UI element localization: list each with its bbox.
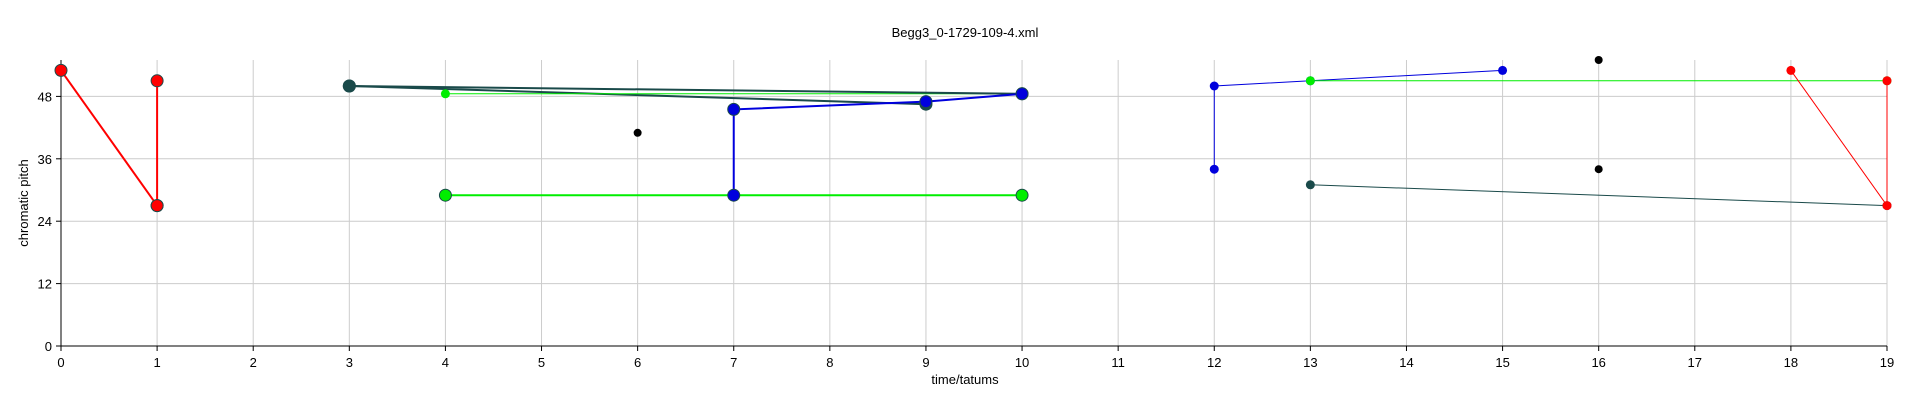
series-point — [150, 74, 164, 88]
series-points — [54, 56, 1892, 213]
series-point — [1882, 76, 1892, 86]
y-tick-label: 0 — [45, 339, 52, 354]
y-axis-label: chromatic pitch — [16, 159, 31, 246]
series-line — [349, 85, 1023, 95]
series-point — [1015, 188, 1029, 202]
series-point — [1498, 65, 1508, 75]
series-point — [1786, 65, 1796, 75]
y-tick-label: 36 — [38, 152, 52, 167]
y-tick-label: 12 — [38, 277, 52, 292]
series-line — [1310, 184, 1888, 207]
isolated-point — [633, 128, 642, 137]
x-tick-label: 15 — [1495, 355, 1509, 370]
x-tick-label: 5 — [538, 355, 545, 370]
x-tick-label: 11 — [1111, 355, 1125, 370]
y-tick-label: 24 — [38, 214, 52, 229]
series-point — [1882, 201, 1892, 211]
x-tick-label: 2 — [250, 355, 257, 370]
grid-layer — [60, 60, 1888, 347]
isolated-point — [1594, 165, 1603, 174]
x-tick-label: 16 — [1591, 355, 1605, 370]
chart-title: Begg3_0-1729-109-4.xml — [892, 25, 1039, 40]
series-line — [732, 92, 1023, 196]
series-line — [1213, 69, 1503, 170]
x-tick-label: 0 — [57, 355, 64, 370]
series-point — [1015, 87, 1029, 101]
series-point — [1209, 81, 1219, 91]
x-tick-label: 8 — [826, 355, 833, 370]
series-point — [150, 199, 164, 213]
series-point — [440, 89, 450, 99]
series-line — [1790, 70, 1888, 208]
x-tick-label: 9 — [922, 355, 929, 370]
series-line — [349, 85, 926, 106]
series-point — [54, 63, 68, 77]
x-axis-label: time/tatums — [931, 372, 999, 387]
x-tick-label: 3 — [346, 355, 353, 370]
isolated-point — [1594, 56, 1603, 64]
x-tick-label: 17 — [1688, 355, 1702, 370]
series-point — [727, 188, 741, 202]
x-tick-label: 4 — [442, 355, 449, 370]
series-lines — [60, 69, 1888, 208]
series-line — [60, 69, 158, 207]
x-tick-label: 18 — [1784, 355, 1798, 370]
series-point — [1305, 180, 1315, 190]
x-tick-label: 6 — [634, 355, 641, 370]
x-tick-label: 12 — [1207, 355, 1221, 370]
x-tick-label: 7 — [730, 355, 737, 370]
series-point — [438, 188, 452, 202]
series-point — [1305, 76, 1315, 86]
y-tick-label: 48 — [38, 89, 52, 104]
x-tick-label: 13 — [1303, 355, 1317, 370]
x-tick-label: 1 — [153, 355, 160, 370]
series-point — [1209, 164, 1219, 174]
series-point — [342, 79, 356, 93]
series-point — [727, 102, 741, 116]
x-tick-label: 19 — [1880, 355, 1894, 370]
x-tick-label: 14 — [1399, 355, 1413, 370]
series-point — [919, 95, 933, 109]
x-tick-label: 10 — [1015, 355, 1029, 370]
